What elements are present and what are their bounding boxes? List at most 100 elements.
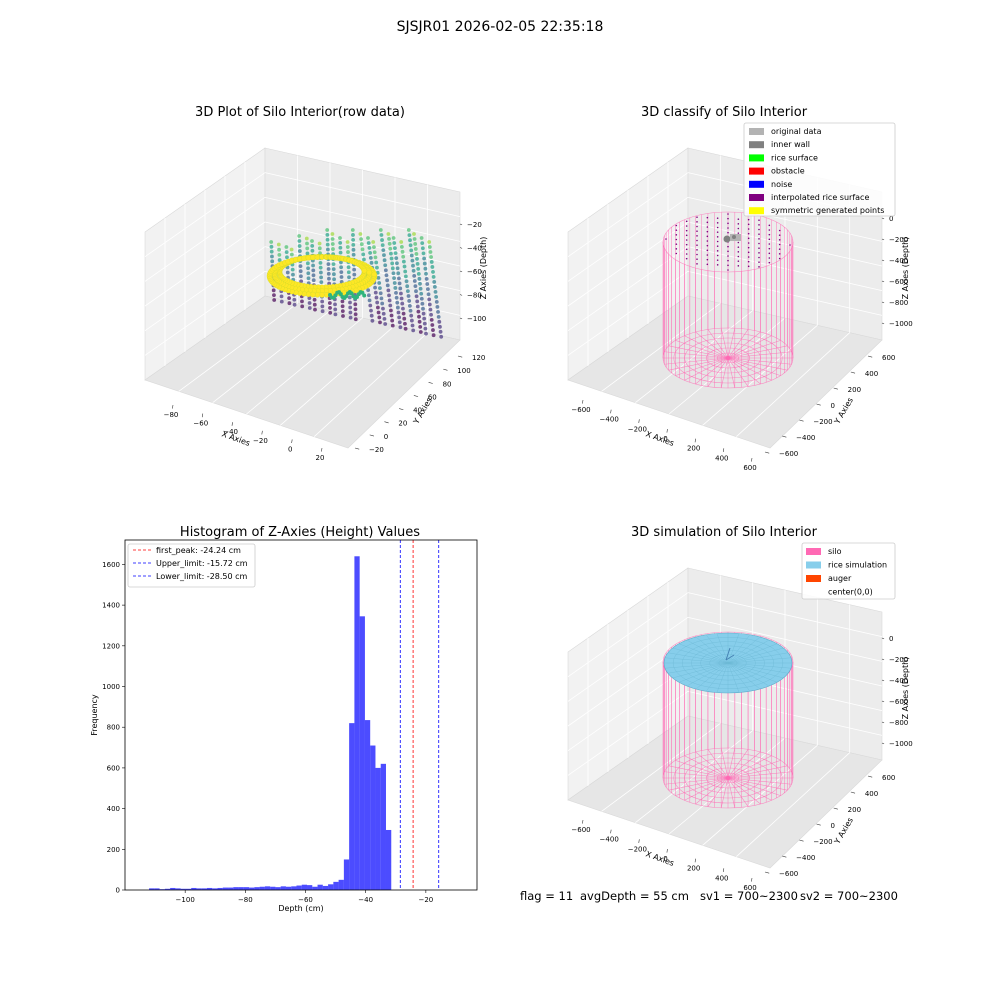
histogram-bar — [275, 887, 281, 890]
tick-mark — [610, 829, 612, 834]
data-point — [420, 246, 425, 251]
histogram-bar — [206, 887, 213, 890]
y-tick-label: 1000 — [102, 683, 120, 691]
data-point — [304, 236, 309, 241]
data-point — [311, 263, 315, 268]
histogram-bar — [180, 888, 186, 890]
data-point — [350, 228, 355, 232]
histogram-bar — [175, 888, 181, 890]
data-point — [297, 249, 302, 253]
data-point — [399, 240, 404, 244]
tick-mark — [722, 448, 725, 452]
histogram-bar — [259, 886, 265, 890]
surface-spoke — [727, 636, 761, 664]
surface-spoke — [727, 662, 740, 693]
data-point — [328, 306, 332, 310]
data-point — [388, 246, 393, 251]
data-point — [333, 302, 337, 307]
histogram-bar — [217, 887, 223, 890]
data-point — [331, 267, 336, 272]
data-point — [398, 286, 403, 291]
tick-label: −800 — [889, 719, 908, 727]
data-point — [405, 289, 410, 294]
surface-spoke — [727, 662, 751, 692]
data-point — [396, 310, 401, 315]
surface-dot — [789, 244, 791, 246]
data-point — [429, 260, 434, 264]
y-tick-label: 200 — [107, 846, 120, 854]
legend-swatch — [806, 561, 821, 569]
data-point — [325, 228, 330, 232]
data-point — [297, 239, 302, 243]
tick-label: 200 — [687, 865, 700, 873]
surface-dot — [727, 231, 729, 234]
data-point — [395, 261, 399, 266]
data-point — [376, 275, 381, 280]
data-point — [412, 279, 417, 283]
data-point — [373, 285, 377, 290]
tick-label: 0 — [831, 402, 835, 410]
data-point — [306, 276, 311, 281]
data-point — [367, 246, 372, 250]
surface-spoke — [678, 643, 729, 664]
data-point — [358, 232, 363, 236]
data-point — [415, 304, 420, 309]
tick-mark — [261, 430, 263, 435]
data-point — [406, 294, 411, 298]
surface-dot — [727, 217, 729, 220]
surface-dot — [696, 216, 698, 218]
tick-mark — [881, 700, 885, 703]
data-point — [386, 288, 391, 293]
tick-mark — [751, 457, 753, 462]
tick-label: 100 — [457, 367, 470, 375]
surface-dot — [716, 236, 719, 238]
data-point — [272, 293, 276, 298]
data-point — [327, 276, 331, 281]
data-point — [409, 253, 414, 258]
surface-spoke — [664, 662, 729, 669]
raw-z-ticks: −20 −40 −60 −80 −100 — [459, 221, 486, 323]
simulation-z-ticks: 0 −200 −400 −600 −800 −1000 — [881, 635, 913, 748]
surface-dot — [685, 220, 688, 223]
surface-dot — [778, 243, 781, 246]
tick-mark — [881, 658, 885, 661]
data-point — [369, 308, 373, 313]
tick-label: −400 — [889, 257, 908, 265]
tick-mark — [582, 819, 584, 824]
data-point — [368, 255, 373, 260]
data-point — [332, 277, 336, 282]
data-point — [328, 310, 333, 315]
data-point — [353, 302, 358, 307]
data-point — [416, 309, 421, 314]
histogram-bar — [285, 886, 292, 890]
tick-label: 200 — [848, 386, 861, 394]
data-point — [412, 237, 417, 241]
tick-label: −400 — [796, 854, 815, 862]
tick-mark — [384, 421, 389, 424]
data-point — [339, 265, 344, 270]
tick-label: −1000 — [889, 320, 913, 328]
data-point — [375, 300, 380, 305]
tick-label: 200 — [848, 806, 861, 814]
data-point — [417, 319, 422, 324]
data-point — [400, 249, 405, 254]
data-point — [416, 271, 421, 276]
data-point — [360, 247, 365, 252]
data-point — [345, 245, 350, 249]
histogram-bar — [233, 887, 239, 890]
data-point — [379, 296, 384, 301]
data-point — [277, 258, 282, 262]
data-point — [432, 285, 437, 289]
data-point — [421, 306, 425, 311]
surface-dot — [665, 238, 667, 240]
tick-label: −400 — [600, 836, 619, 844]
data-point — [380, 301, 385, 306]
tick-mark — [881, 679, 885, 682]
data-point — [436, 309, 440, 314]
data-point — [287, 301, 292, 306]
data-point — [347, 295, 352, 300]
surface-dot — [778, 253, 781, 255]
data-point — [435, 304, 440, 309]
data-point — [346, 270, 351, 275]
data-point — [426, 287, 430, 292]
